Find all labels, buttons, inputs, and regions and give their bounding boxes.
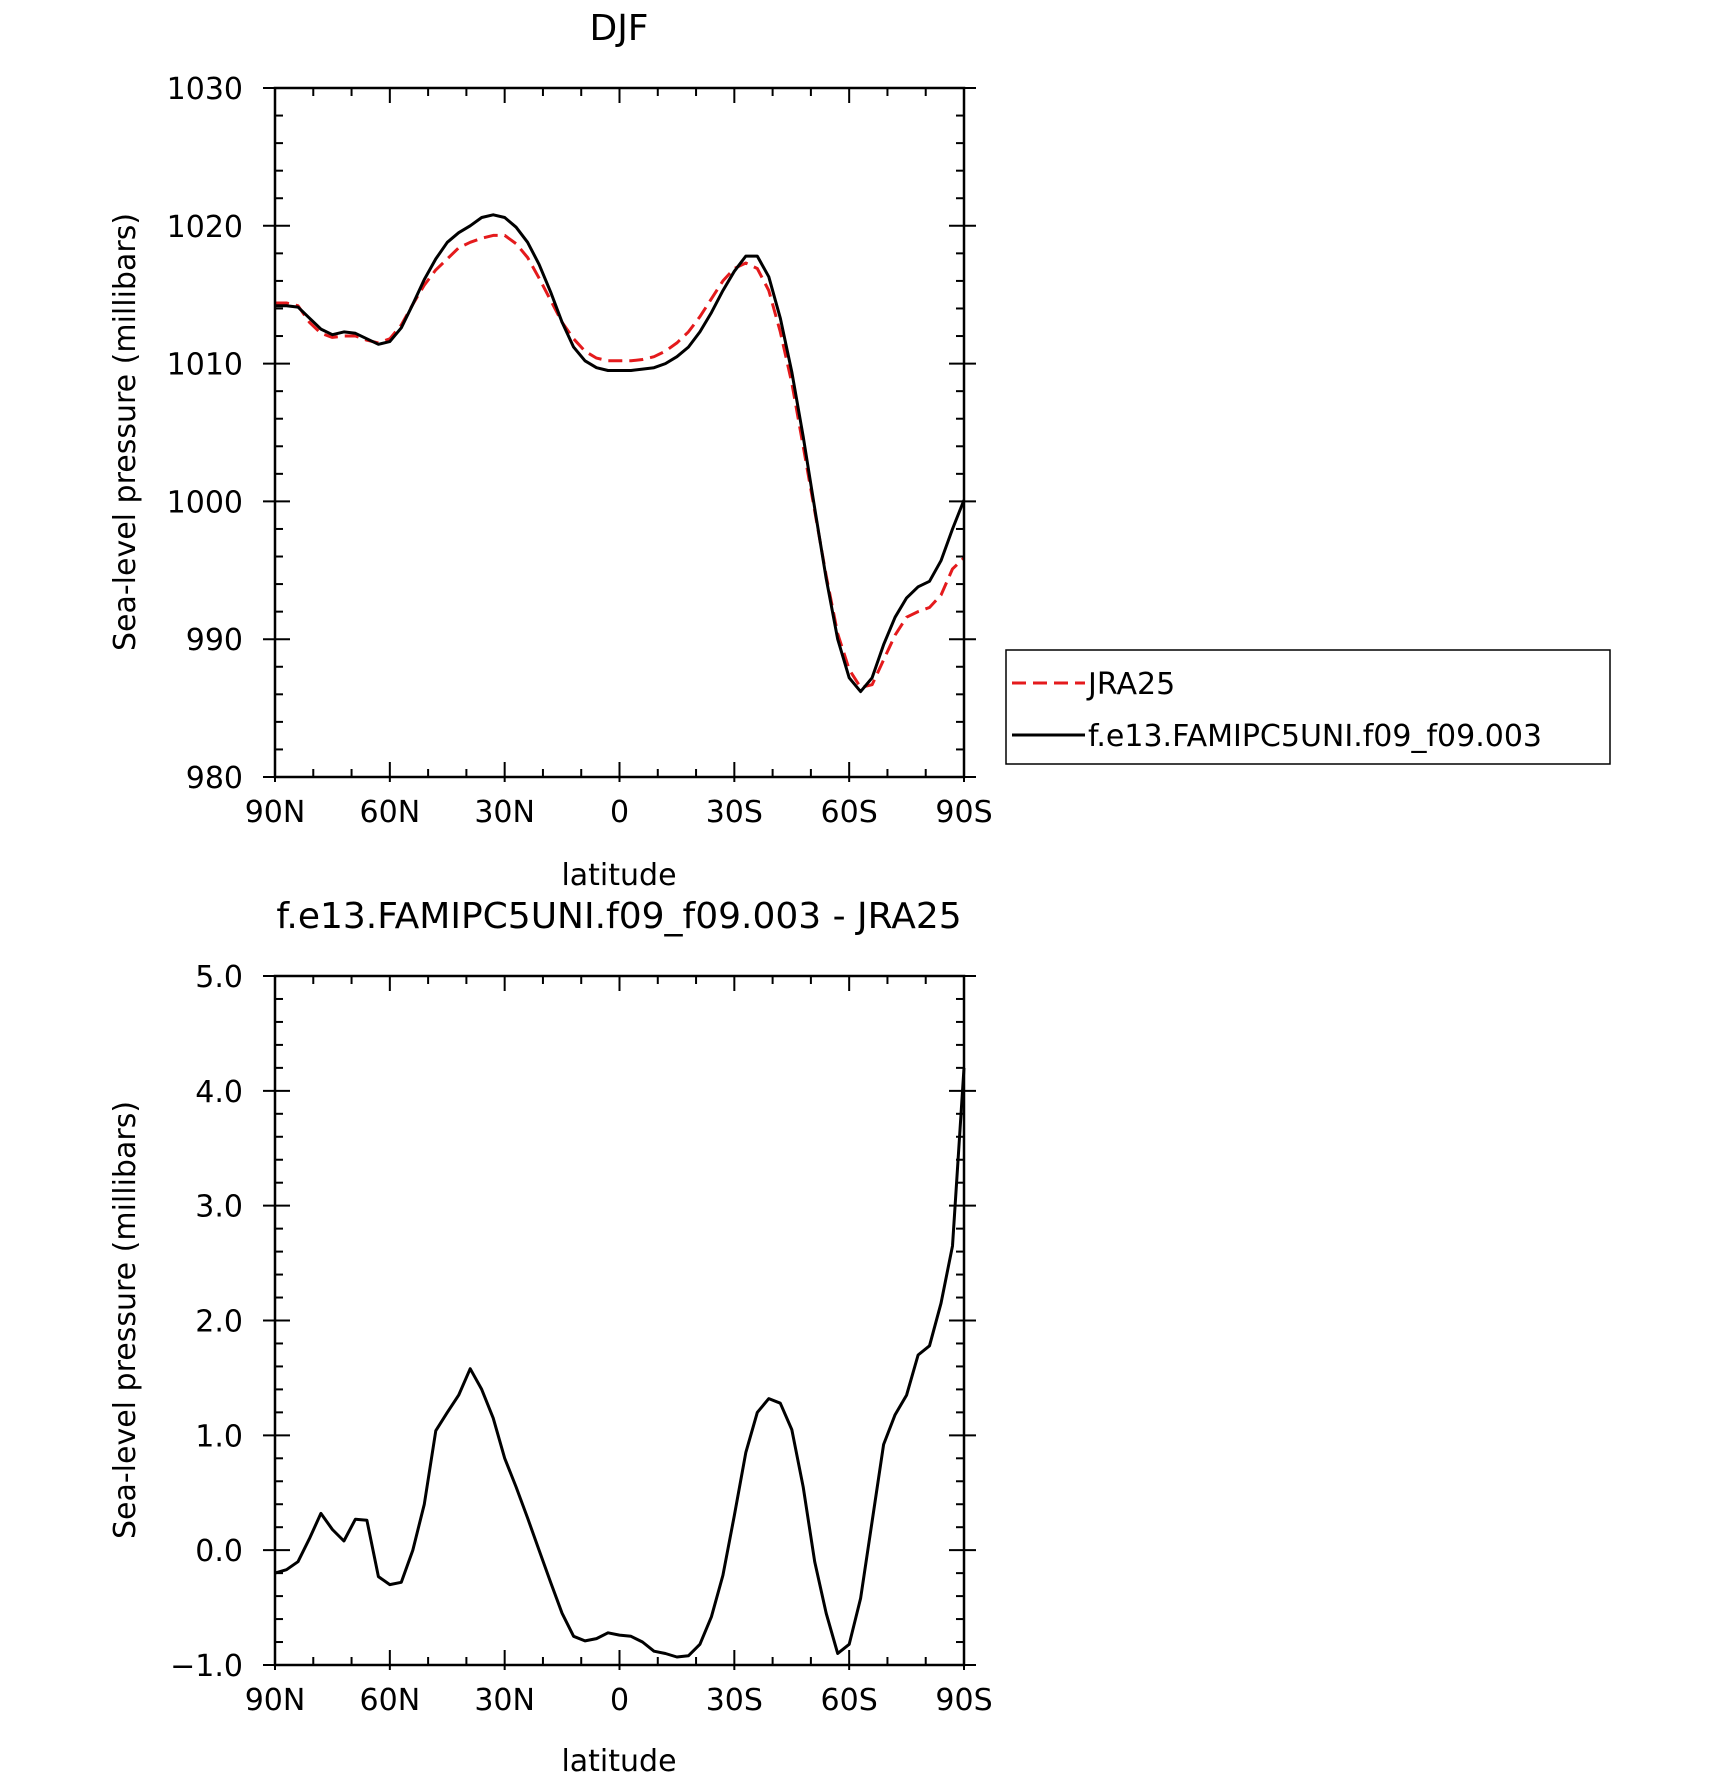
bottom-x-tick-label: 60S bbox=[821, 1683, 878, 1718]
top-y-tick-label: 980 bbox=[186, 761, 243, 796]
bottom-y-axis-title: Sea-level pressure (millibars) bbox=[108, 1101, 143, 1539]
bottom-y-tick-label: −1.0 bbox=[170, 1649, 243, 1684]
bottom-y-tick-label: 5.0 bbox=[195, 960, 243, 995]
bottom-plot-frame bbox=[273, 974, 966, 1667]
top-series-line-jra25 bbox=[275, 233, 966, 689]
top-series-group bbox=[275, 213, 966, 694]
top-x-tick-label: 30N bbox=[474, 795, 535, 830]
bottom-x-tick-label: 90S bbox=[935, 1683, 992, 1718]
top-x-tick-label: 30S bbox=[706, 795, 763, 830]
legend: JRA25 f.e13.FAMIPC5UNI.f09_f09.003 bbox=[1005, 649, 1611, 765]
top-series-line-f-e13-famipc5uni-f09-f09-003 bbox=[275, 213, 966, 694]
bottom-x-axis-title: latitude bbox=[561, 1744, 676, 1773]
legend-label-jra25: JRA25 bbox=[1086, 667, 1175, 702]
top-y-tick-label: 1000 bbox=[167, 485, 243, 520]
top-x-tick-label: 90N bbox=[245, 795, 306, 830]
top-x-tick-label: 90S bbox=[935, 795, 992, 830]
bottom-y-tick-label: 2.0 bbox=[195, 1305, 243, 1340]
top-ticks: 90N 60N 30N 0 30S 60S 90S 1030 1020 1010 1000 990 98… bbox=[167, 72, 993, 830]
top-y-tick-label: 1010 bbox=[167, 348, 243, 383]
top-plot-frame bbox=[273, 86, 966, 779]
legend-label-model: f.e13.FAMIPC5UNI.f09_f09.003 bbox=[1088, 719, 1542, 754]
bottom-chart-title: f.e13.FAMIPC5UNI.f09_f09.003 - JRA25 bbox=[276, 896, 961, 937]
bottom-y-tick-label: 4.0 bbox=[195, 1075, 243, 1110]
top-panel: DJF 90N 60N 30N 0 30S 60S 90S10301020101010009… bbox=[108, 8, 1611, 893]
bottom-x-tick-label: 60N bbox=[360, 1683, 421, 1718]
bottom-x-tick-label: 30N bbox=[474, 1683, 535, 1718]
top-y-axis-title: Sea-level pressure (millibars) bbox=[108, 213, 143, 651]
bottom-y-tick-label: 3.0 bbox=[195, 1190, 243, 1225]
bottom-series-line-difference bbox=[274, 1067, 966, 1659]
top-chart-title: DJF bbox=[589, 8, 648, 49]
bottom-series-group bbox=[274, 1067, 966, 1659]
top-x-tick-label: 60N bbox=[360, 795, 421, 830]
top-x-tick-label: 60S bbox=[821, 795, 878, 830]
top-y-tick-label: 1030 bbox=[167, 72, 243, 107]
bottom-y-tick-label: 0.0 bbox=[195, 1534, 243, 1569]
top-y-tick-label: 990 bbox=[186, 623, 243, 658]
bottom-panel: f.e13.FAMIPC5UNI.f09_f09.003 - JRA25 90N… bbox=[108, 896, 993, 1773]
legend-box bbox=[1005, 649, 1611, 765]
top-x-tick-label: 0 bbox=[610, 795, 629, 830]
bottom-x-tick-label: 90N bbox=[245, 1683, 306, 1718]
top-y-tick-label: 1020 bbox=[167, 210, 243, 245]
bottom-y-tick-label: 1.0 bbox=[195, 1419, 243, 1454]
bottom-x-tick-label: 30S bbox=[706, 1683, 763, 1718]
top-x-axis-title: latitude bbox=[561, 858, 676, 893]
bottom-x-tick-label: 0 bbox=[610, 1683, 629, 1718]
bottom-ticks: 90N 60N 30N 0 30S 60S 90S 5.0 4.0 3.0 2.0 1.0 0.0 −1.… bbox=[170, 960, 992, 1718]
